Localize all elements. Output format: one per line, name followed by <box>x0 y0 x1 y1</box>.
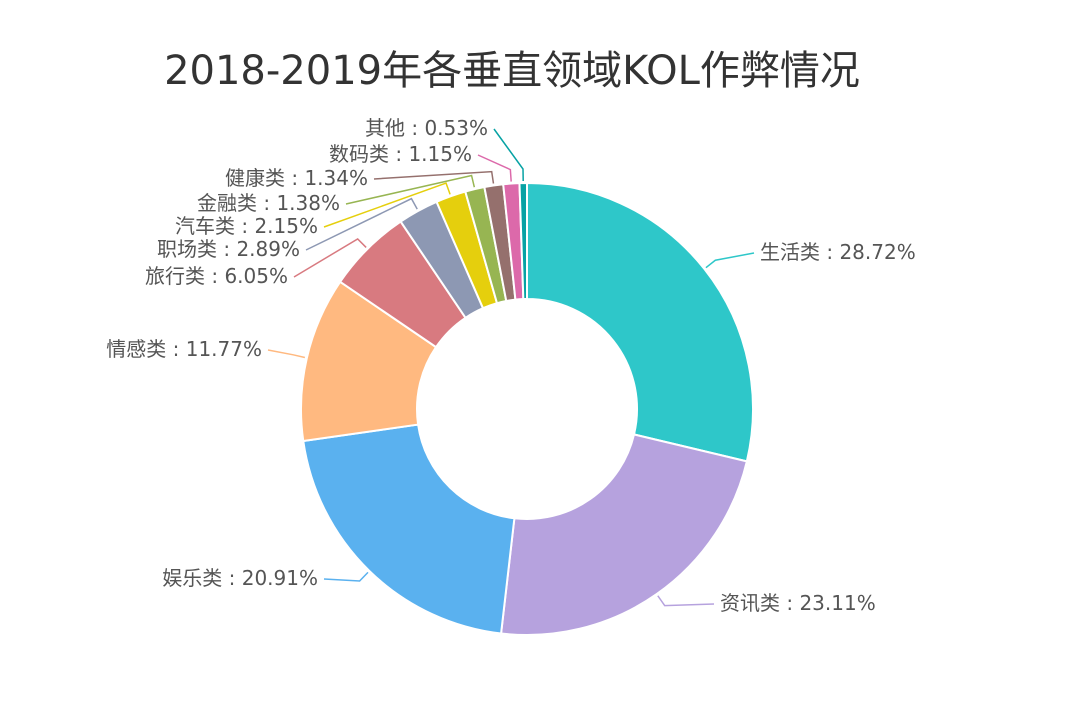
slice-label-10: 数码类 : 1.15% <box>329 142 472 166</box>
slice-label-6: 职场类 : 2.89% <box>157 237 300 261</box>
leader-line-8 <box>345 174 476 205</box>
slice-11 <box>518 181 528 301</box>
leader-line-7 <box>323 182 451 228</box>
slice-label-3: 娱乐类 : 20.91% <box>162 566 318 590</box>
slice-2 <box>499 433 749 636</box>
leader-line-4 <box>267 349 306 359</box>
labels-layer: 生活类 : 28.72% 资讯类 : 23.11% 娱乐类 : 20.91% 情感类 … <box>106 116 915 615</box>
slice-label-9: 健康类 : 1.34% <box>225 166 368 190</box>
leader-line-3 <box>323 571 369 582</box>
leader-line-2 <box>657 595 715 607</box>
slice-label-11: 其他 : 0.53% <box>365 116 488 140</box>
slice-label-5: 旅行类 : 6.05% <box>145 264 288 288</box>
chart-title: 2018-2019年各垂直领域KOL作弊情况 <box>164 48 860 94</box>
slices-layer <box>300 181 754 636</box>
slice-label-7: 汽车类 : 2.15% <box>175 214 318 238</box>
slice-3 <box>302 423 516 635</box>
slice-1 <box>526 181 754 463</box>
slice-label-2: 资讯类 : 23.11% <box>720 591 876 615</box>
leader-line-10 <box>477 154 512 182</box>
slice-label-8: 金融类 : 1.38% <box>197 191 340 215</box>
leader-line-5 <box>293 237 367 278</box>
slice-label-1: 生活类 : 28.72% <box>760 240 916 264</box>
leader-line-9 <box>373 170 495 184</box>
leader-line-1 <box>705 252 755 269</box>
leader-line-11 <box>493 128 524 182</box>
slice-label-4: 情感类 : 11.77% <box>106 337 262 361</box>
leader-line-6 <box>305 197 418 251</box>
